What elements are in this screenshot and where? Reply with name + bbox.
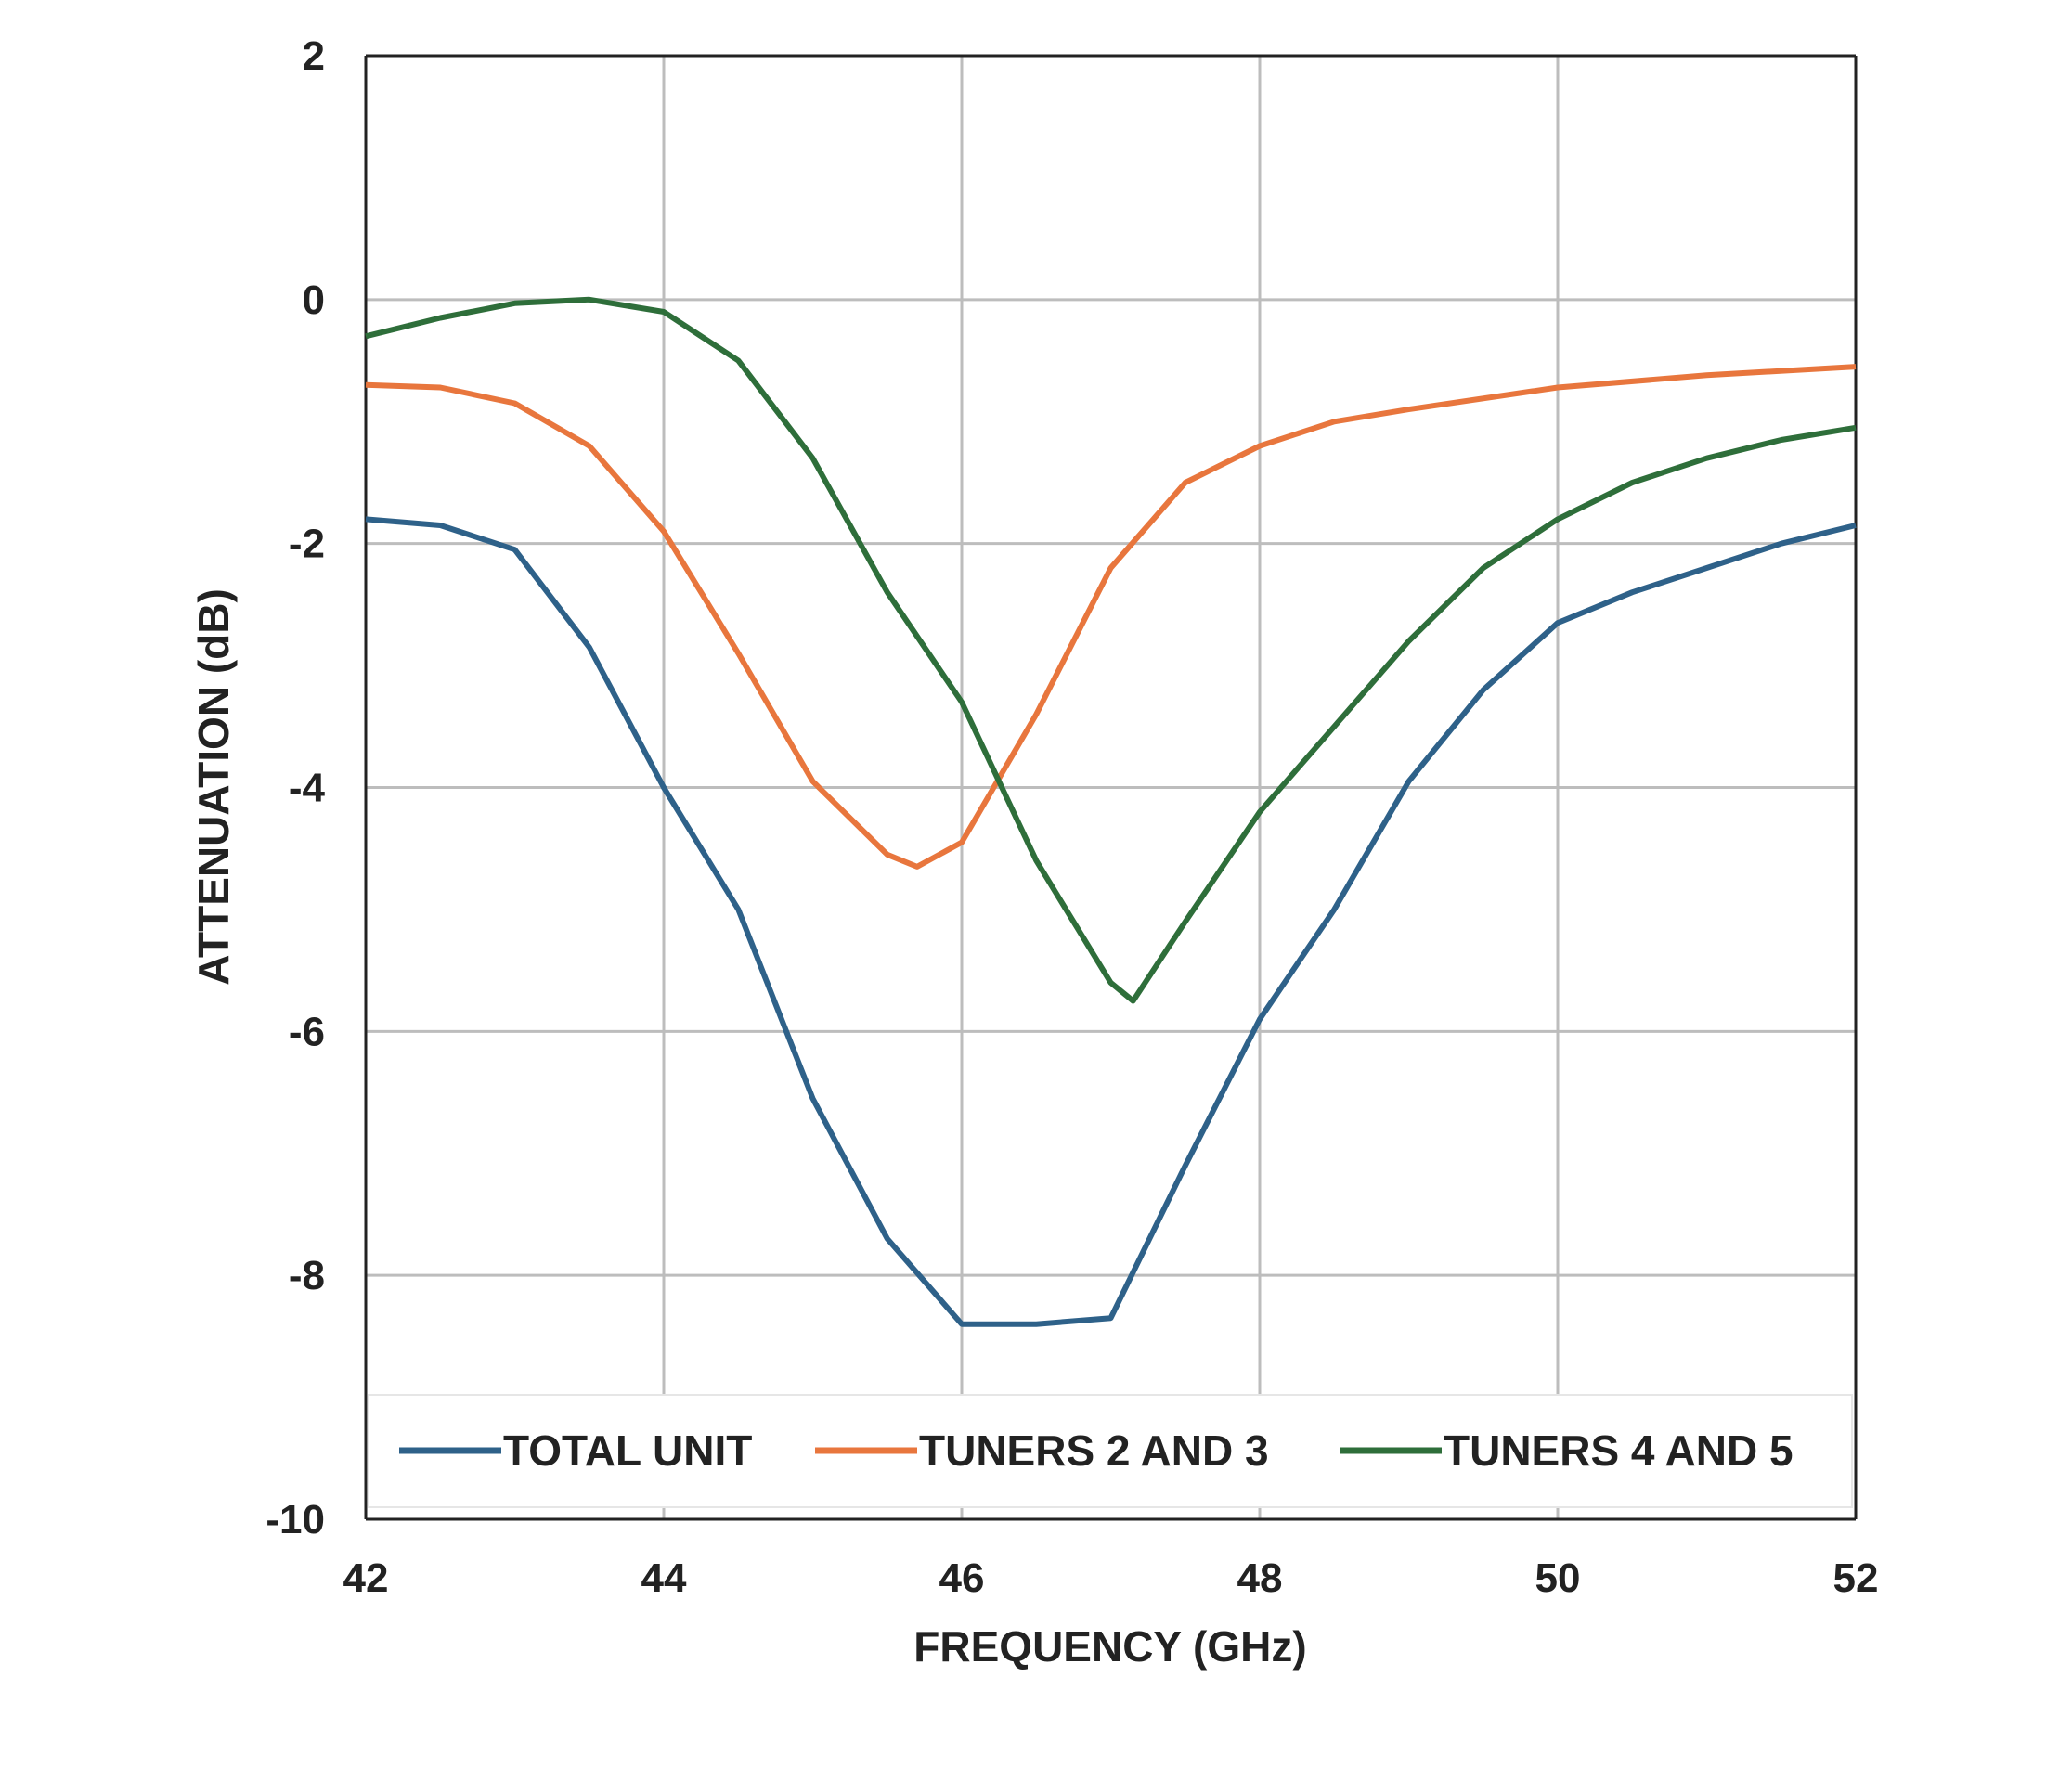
legend-box <box>368 1394 1853 1508</box>
x-axis-label: FREQUENCY (GHz) <box>913 1622 1306 1671</box>
y-tick-label: 0 <box>303 277 325 323</box>
x-tick-label: 44 <box>641 1555 687 1601</box>
series-line-0 <box>365 516 1857 1327</box>
x-tick-label: 50 <box>1535 1555 1581 1601</box>
legend-label-0: TOTAL UNIT <box>503 1426 752 1475</box>
x-tick-label: 52 <box>1833 1555 1879 1601</box>
legend: TOTAL UNIT TUNERS 2 AND 3 TUNERS 4 AND 5 <box>368 1394 1853 1508</box>
legend-label-1: TUNERS 2 AND 3 <box>919 1426 1269 1475</box>
series-lines <box>365 296 1857 1327</box>
grid <box>364 54 1858 1521</box>
y-axis-label: ATTENUATION (dB) <box>189 588 238 986</box>
series-line-2 <box>365 296 1857 1004</box>
y-tick-label: -6 <box>289 1009 325 1054</box>
x-tick-label: 48 <box>1237 1555 1283 1601</box>
tick-labels: 42 44 46 48 50 52 2 0 -2 -4 -6 -8 -10 <box>265 33 1878 1601</box>
y-tick-label: -4 <box>289 766 326 811</box>
legend-label-2: TUNERS 4 AND 5 <box>1444 1426 1794 1475</box>
series-line-1 <box>365 364 1857 870</box>
y-tick-label: -2 <box>289 522 325 567</box>
x-tick-label: 42 <box>343 1555 389 1601</box>
x-tick-label: 46 <box>939 1555 985 1601</box>
y-tick-label: -8 <box>289 1253 325 1298</box>
y-tick-label: -10 <box>265 1497 325 1542</box>
y-tick-label: 2 <box>303 33 325 79</box>
